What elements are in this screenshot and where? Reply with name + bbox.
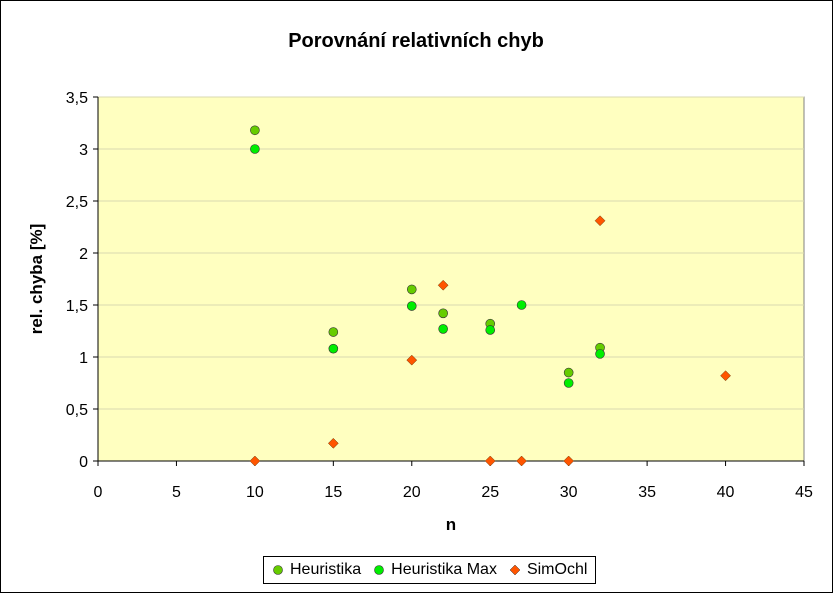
grid-lines (98, 96, 804, 410)
x-tick-labels: 0 5 10 15 20 25 30 35 40 45 (94, 484, 813, 501)
data-point (484, 455, 496, 467)
x-tick-label: 30 (560, 484, 578, 501)
data-point (406, 284, 417, 295)
y-tick-labels: 0 0,5 1 1,5 2 2,5 3 3,5 (66, 90, 88, 471)
y-tick-label: 0,5 (66, 402, 88, 419)
legend-swatch-1 (374, 565, 384, 575)
x-tick-label: 10 (246, 484, 264, 501)
data-point (406, 301, 417, 311)
y-tick-label: 3,5 (66, 90, 88, 107)
x-tick-label: 15 (324, 484, 342, 501)
x-tick-label: 5 (172, 484, 181, 501)
legend-marker-circle-icon (371, 562, 387, 578)
axes (93, 96, 805, 466)
legend-swatch-0 (273, 565, 283, 575)
x-tick-label: 20 (403, 484, 421, 501)
legend-item-heuristika-max: Heuristika Max (371, 561, 497, 579)
x-tick-label: 40 (717, 484, 735, 501)
data-point (594, 215, 606, 227)
data-point (437, 279, 449, 291)
data-point (438, 324, 448, 334)
legend-marker-circle-icon (270, 562, 286, 578)
data-point (563, 378, 574, 388)
x-axis-label: n (446, 515, 456, 534)
data-point (328, 327, 339, 337)
x-tick-label: 25 (481, 484, 499, 501)
y-axis-label: rel. chyba [%] (27, 224, 46, 335)
y-tick-label: 2 (79, 246, 88, 263)
legend-label-heuristika: Heuristika (290, 561, 362, 578)
y-tick-label: 1 (79, 350, 88, 367)
data-point (516, 300, 527, 310)
data-point (327, 437, 339, 449)
x-tick-label: 0 (94, 484, 103, 501)
data-point (438, 308, 448, 319)
x-tick-label: 45 (795, 484, 813, 501)
data-point (250, 125, 260, 136)
series-heuristika-max (250, 144, 605, 388)
plot-area (97, 96, 805, 462)
y-tick-label: 1,5 (66, 298, 88, 315)
data-points (249, 125, 731, 467)
chart-title: Porovnání relativních chyb (288, 30, 544, 52)
data-point (250, 144, 260, 154)
legend-swatch-2 (509, 564, 521, 576)
legend-label-heuristika-max: Heuristika Max (391, 561, 497, 578)
data-point (563, 367, 574, 378)
data-point (720, 370, 731, 382)
data-point (595, 349, 605, 359)
legend-item-heuristika: Heuristika (270, 561, 361, 579)
data-point (328, 343, 339, 354)
legend-marker-diamond-icon (507, 562, 523, 578)
data-point (563, 455, 575, 467)
legend-label-simochl: SimOchl (526, 561, 588, 578)
data-point (516, 455, 527, 467)
data-point (406, 354, 418, 366)
y-tick-label: 0 (79, 454, 88, 471)
series-simochl (249, 215, 731, 467)
legend: Heuristika Heuristika Max SimOchl (263, 556, 597, 584)
data-point (485, 325, 496, 335)
y-tick-label: 2,5 (66, 194, 88, 211)
legend-item-simochl: SimOchl (507, 561, 587, 579)
y-tick-label: 3 (79, 142, 88, 159)
data-point (249, 455, 261, 467)
x-tick-label: 35 (638, 484, 656, 501)
